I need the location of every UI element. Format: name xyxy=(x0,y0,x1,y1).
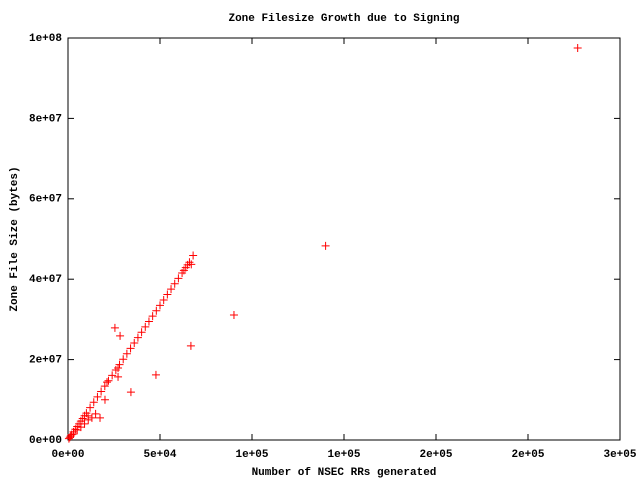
x-tick-label: 0e+00 xyxy=(51,449,84,461)
point xyxy=(80,419,89,428)
point xyxy=(100,395,109,404)
point xyxy=(133,333,142,342)
point xyxy=(87,413,96,422)
point xyxy=(114,372,123,381)
point xyxy=(189,251,198,260)
x-axis-label: Number of NSEC RRs generated xyxy=(252,467,437,479)
point xyxy=(167,285,176,294)
point xyxy=(91,409,100,418)
point xyxy=(148,312,157,321)
point xyxy=(187,260,196,269)
point xyxy=(186,341,195,350)
point xyxy=(116,331,125,340)
x-tick-label: 1e+05 xyxy=(235,449,268,461)
point xyxy=(104,376,113,385)
point xyxy=(114,364,123,373)
chart-title: Zone Filesize Growth due to Signing xyxy=(228,13,459,25)
y-tick-label: 2e+07 xyxy=(29,355,62,367)
point xyxy=(130,339,139,348)
point xyxy=(76,423,85,432)
point xyxy=(86,403,95,412)
point xyxy=(144,317,153,326)
y-tick-label: 6e+07 xyxy=(29,194,62,206)
point xyxy=(103,378,112,387)
y-tick-label: 0e+00 xyxy=(29,435,62,447)
point xyxy=(573,44,582,53)
y-tick-label: 8e+07 xyxy=(29,113,62,125)
point xyxy=(163,290,172,299)
point xyxy=(156,301,164,310)
x-tick-label: 2e+05 xyxy=(511,449,544,461)
point xyxy=(110,323,119,332)
point xyxy=(151,370,160,379)
x-tick-label: 2e+05 xyxy=(419,449,452,461)
point xyxy=(93,392,102,401)
point xyxy=(185,258,194,267)
point xyxy=(69,429,78,438)
y-tick-label: 4e+07 xyxy=(29,274,62,286)
point xyxy=(97,387,106,396)
point xyxy=(122,349,131,358)
y-tick-label: 1e+08 xyxy=(29,33,62,45)
point xyxy=(84,411,93,420)
point xyxy=(159,295,168,304)
point xyxy=(119,355,128,364)
point xyxy=(89,398,98,407)
point xyxy=(152,306,161,315)
x-tick-label: 1e+05 xyxy=(327,449,360,461)
point xyxy=(174,274,183,283)
point xyxy=(229,310,238,319)
x-tick-label: 3e+05 xyxy=(603,449,636,461)
point xyxy=(115,360,124,369)
point xyxy=(96,413,105,422)
point xyxy=(141,322,150,331)
point xyxy=(137,328,146,337)
point xyxy=(126,344,135,353)
y-axis-label: Zone File Size (bytes) xyxy=(9,166,21,311)
point xyxy=(126,388,135,397)
point xyxy=(321,241,330,250)
point xyxy=(100,382,109,391)
point xyxy=(108,371,117,380)
x-tick-label: 5e+04 xyxy=(143,449,176,461)
point xyxy=(170,279,179,288)
